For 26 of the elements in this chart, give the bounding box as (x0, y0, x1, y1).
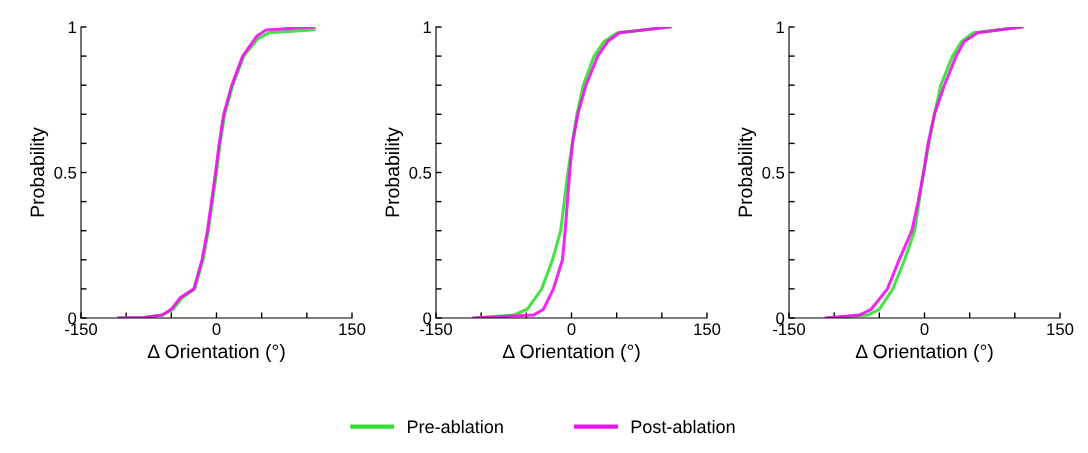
x-tick-label: 0 (920, 323, 929, 336)
y-tick-label: 0.5 (54, 166, 77, 179)
y-axis-title: Probability (737, 127, 757, 217)
y-tick-label: 0 (423, 312, 432, 325)
x-tick-label: -150 (420, 323, 453, 336)
y-tick-label: 0 (776, 312, 785, 325)
x-tick-label: -150 (773, 323, 806, 336)
x-axis-title: Δ Orientation (°) (855, 343, 993, 363)
y-axis-title: Probability (29, 127, 49, 217)
x-axis-title: Δ Orientation (°) (147, 343, 285, 363)
legend-label: Pre-ablation (408, 419, 503, 434)
y-tick-label: 1 (423, 21, 432, 34)
x-tick-label: 0 (212, 323, 221, 336)
legend-label: Post-ablation (631, 419, 735, 434)
y-tick-label: 0.5 (409, 166, 432, 179)
y-axis-title: Probability (384, 127, 404, 217)
x-tick-label: -150 (65, 323, 98, 336)
y-tick-label: 1 (776, 21, 785, 34)
x-tick-label: 150 (339, 323, 366, 336)
y-tick-label: 0 (68, 312, 77, 325)
x-tick-label: 150 (1047, 323, 1074, 336)
y-tick-label: 1 (68, 21, 77, 34)
y-tick-label: 0.5 (762, 166, 785, 179)
x-tick-label: 150 (694, 323, 721, 336)
x-axis-title: Δ Orientation (°) (502, 343, 640, 363)
x-tick-label: 0 (567, 323, 576, 336)
